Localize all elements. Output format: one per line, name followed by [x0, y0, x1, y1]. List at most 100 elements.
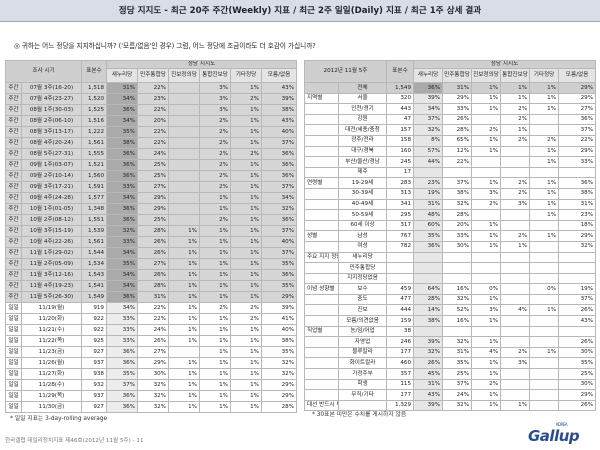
table-row: 일일 11/23(금) 927 36% 27% 1% 1% 35%: [5, 346, 298, 358]
row-sample-size: 444: [386, 304, 415, 317]
row-sample-size: 1,518: [81, 82, 107, 94]
row-type: 주간: [5, 236, 22, 248]
row-type: 일일: [5, 335, 22, 347]
row-value: 35%: [260, 280, 298, 292]
row-value: 1%: [230, 401, 262, 413]
row-value: 1%: [168, 368, 200, 380]
row-value: 1%: [471, 336, 502, 348]
row-group: [304, 389, 339, 401]
row-value: 1%: [471, 315, 502, 327]
row-value: 22%: [137, 302, 169, 314]
row-value: 12%: [442, 145, 473, 158]
table-row: 인천/경기 443 34% 33% 1% 2% 1% 27%: [304, 103, 597, 115]
row-value: 37%: [260, 137, 298, 149]
row-value: 31%: [413, 378, 444, 391]
row-value: [442, 166, 473, 179]
row-value: [558, 325, 597, 338]
row-value: 2%: [199, 302, 231, 314]
row-value: [168, 93, 200, 105]
row-value: 1%: [529, 145, 560, 158]
row-value: 29%: [260, 379, 298, 391]
row-value: 2%: [199, 181, 231, 193]
row-period: 11월 3주(12-16): [21, 269, 82, 281]
col-party-4: 기타정당: [529, 68, 560, 83]
row-value: 32%: [413, 346, 444, 359]
row-sample-size: 47: [386, 113, 415, 126]
row-value: 30%: [558, 346, 597, 359]
row-value: 1%: [529, 198, 560, 211]
row-value: [529, 389, 560, 401]
row-value: 30%: [442, 240, 473, 253]
table-row: 광주/전라 158 8% 65% 1% 2% 2% 22%: [304, 134, 597, 147]
row-group: 연령별: [304, 177, 339, 189]
row-sample-size: 1,222: [81, 126, 107, 138]
row-value: [413, 272, 444, 285]
row-value: 1%: [199, 269, 231, 281]
row-value: 1%: [230, 115, 262, 127]
row-sample-size: 245: [386, 156, 415, 168]
row-value: 1%: [230, 126, 262, 138]
row-sample-size: 317: [386, 219, 415, 232]
row-value: 1%: [230, 82, 262, 94]
row-value: [471, 262, 502, 274]
row-value: [529, 113, 560, 126]
table-row: 무직/기타 177 43% 24% 1% 29%: [304, 389, 597, 401]
row-value: 1%: [199, 280, 231, 292]
row-type: 주간: [5, 159, 22, 171]
row-value: 37%: [260, 247, 298, 259]
row-value: 35%: [106, 368, 138, 380]
row-value: 39%: [413, 92, 444, 105]
row-value: 33%: [106, 335, 138, 347]
row-group: 이념 성향별: [304, 283, 339, 295]
table-row: 대구/경북 160 57% 12% 1% 1% 29%: [304, 145, 597, 158]
logo-sub: KOREA: [556, 422, 568, 427]
row-period: 10월 1주(01-05): [21, 203, 82, 215]
row-value: [500, 368, 531, 380]
gallup-logo: Gallup KOREA: [528, 422, 580, 445]
row-value: 30%: [558, 378, 597, 391]
row-value: [529, 315, 560, 327]
row-period: 11/30(금): [21, 401, 82, 413]
row-value: 1%: [168, 225, 200, 237]
row-value: 23%: [137, 93, 169, 105]
row-value: 36%: [558, 113, 597, 126]
row-value: 32%: [442, 198, 473, 211]
row-value: 1%: [471, 368, 502, 380]
row-value: [168, 159, 200, 171]
row-value: 22%: [137, 126, 169, 138]
row-type: 주간: [5, 269, 22, 281]
row-value: 24%: [137, 324, 169, 336]
row-value: 38%: [413, 315, 444, 327]
col-party-0: 새누리당: [106, 68, 138, 83]
row-value: 27%: [137, 346, 169, 358]
row-value: 1%: [529, 82, 560, 94]
row-value: 1%: [168, 280, 200, 292]
row-value: 1%: [230, 225, 262, 237]
row-type: 일일: [5, 324, 22, 336]
row-subgroup: 여성: [337, 240, 388, 253]
row-value: 2%: [529, 134, 560, 147]
row-value: [471, 251, 502, 264]
row-sample-size: 1,561: [81, 137, 107, 149]
row-group: [304, 187, 339, 200]
row-value: 44%: [413, 156, 444, 168]
row-sample-size: 767: [386, 230, 415, 242]
table-row: 일일 11/19(월) 919 34% 22% 1% 2% 2% 39%: [5, 302, 298, 314]
row-value: 43%: [260, 82, 298, 94]
row-subgroup: 새누리당: [337, 251, 388, 264]
row-value: 37%: [558, 293, 597, 306]
row-value: 1%: [168, 291, 200, 303]
row-value: 1%: [199, 390, 231, 402]
row-type: 주간: [5, 181, 22, 193]
row-value: 31%: [442, 82, 473, 94]
row-type: 일일: [5, 379, 22, 391]
row-type: 일일: [5, 302, 22, 314]
row-value: 40%: [260, 324, 298, 336]
row-value: [442, 251, 473, 264]
table-row: 주간 10월 1주(01-05) 1,348 36% 29% 1% 1% 32%: [5, 203, 298, 215]
row-value: 1%: [230, 357, 262, 369]
footer-text: 한국갤럽 데일리정치지표 제46호(2012년 11월 5주) - 11: [5, 438, 144, 444]
table-row: 자영업 246 39% 32% 1% 26%: [304, 336, 597, 348]
row-subgroup: 전체: [337, 82, 388, 94]
row-group: [304, 240, 339, 253]
